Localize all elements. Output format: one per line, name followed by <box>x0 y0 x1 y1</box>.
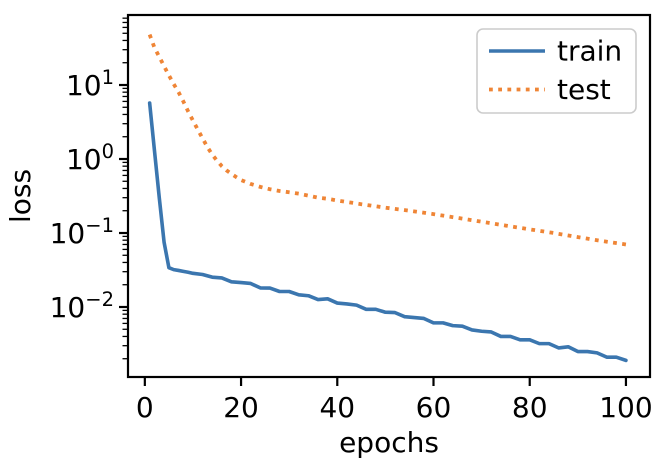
axes-spines <box>126 13 652 379</box>
plot-area <box>147 33 628 363</box>
x-axis-label: epochs <box>339 426 439 459</box>
test-line <box>147 33 627 247</box>
legend: train test <box>476 28 637 114</box>
y-axis: 101 100 10−1 10−2 <box>50 17 127 360</box>
x-tick-label: 100 <box>599 391 652 424</box>
x-axis: 0 20 40 60 80 100 <box>136 378 653 424</box>
y-tick-label: 101 <box>66 66 114 102</box>
y-tick-label: 100 <box>66 140 114 176</box>
x-tick-label: 20 <box>223 391 259 424</box>
x-tick-label: 40 <box>319 391 355 424</box>
legend-label-test: test <box>557 73 611 106</box>
y-tick-label: 10−2 <box>50 288 114 324</box>
x-tick-label: 60 <box>416 391 452 424</box>
x-tick-label: 80 <box>512 391 548 424</box>
y-tick-label: 10−1 <box>50 214 114 250</box>
legend-label-train: train <box>557 35 622 68</box>
y-axis-label: loss <box>4 169 37 223</box>
x-tick-label: 0 <box>136 391 154 424</box>
train-line <box>147 101 628 363</box>
